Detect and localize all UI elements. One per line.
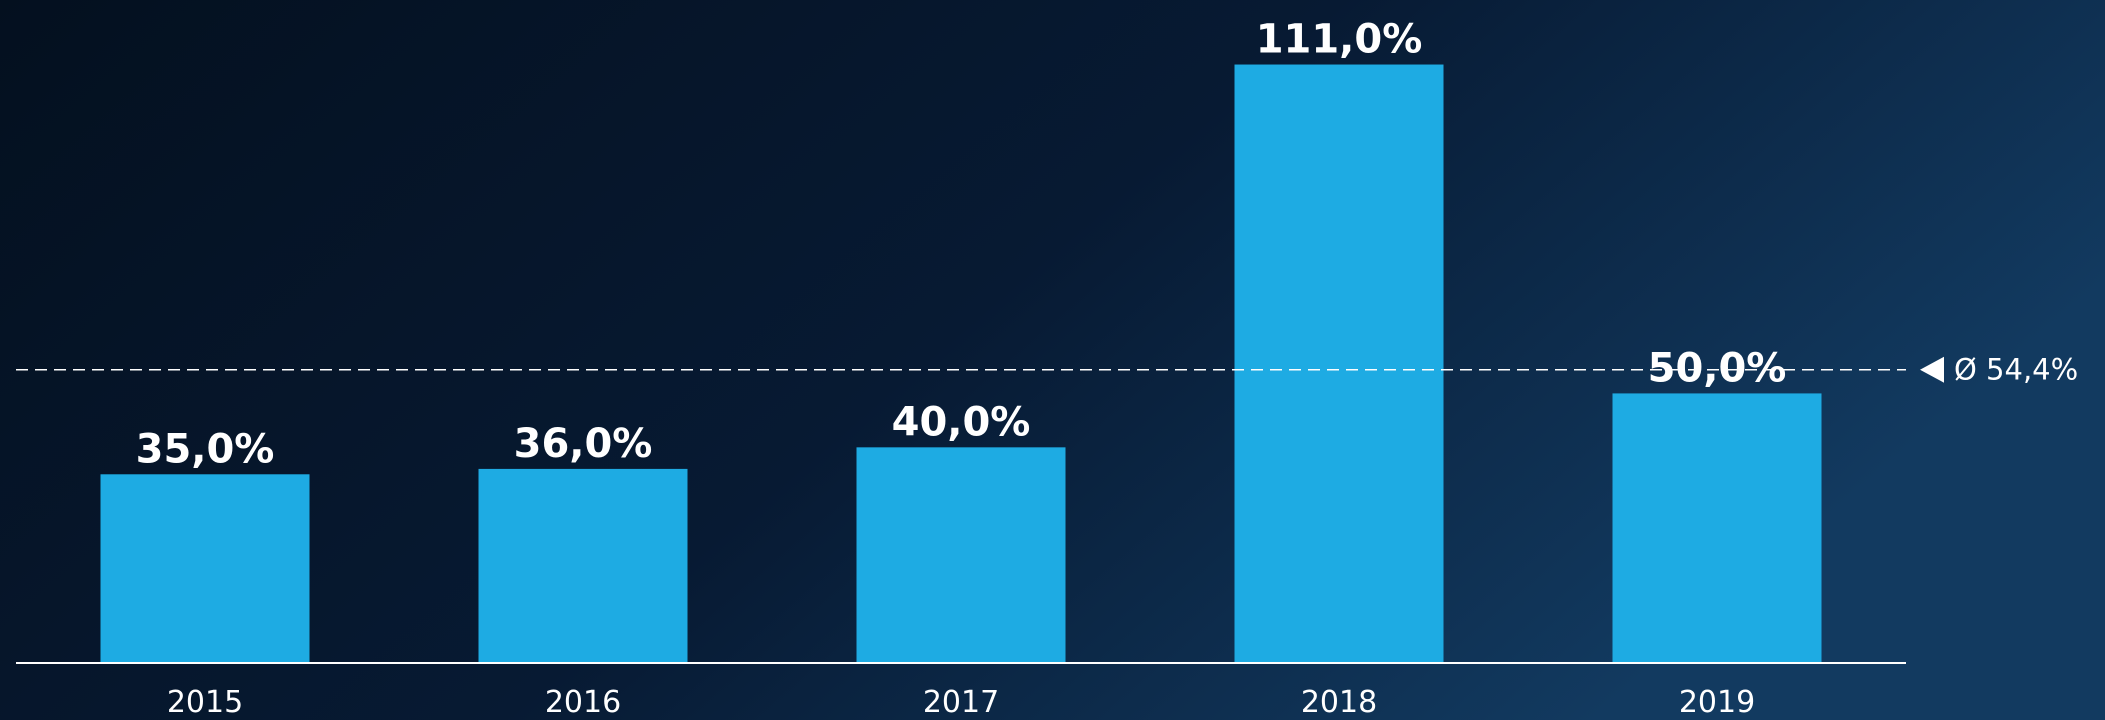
bar: [478, 468, 688, 663]
x-tick-label: 2017: [923, 685, 999, 720]
value-label: 111,0%: [1256, 17, 1423, 63]
x-tick-label: 2018: [1301, 685, 1377, 720]
x-tick-label: 2015: [167, 685, 243, 720]
x-tick-label: 2019: [1679, 685, 1755, 720]
x-tick-label: 2016: [545, 685, 621, 720]
value-label: 35,0%: [136, 426, 275, 472]
bar: [1612, 393, 1822, 663]
average-arrow: [1920, 356, 1944, 383]
average-label: Ø 54,4%: [1954, 353, 2078, 387]
bar: [856, 447, 1066, 663]
bar: [100, 474, 310, 663]
bar: [1234, 64, 1444, 663]
value-label: 40,0%: [892, 399, 1031, 445]
value-label: 36,0%: [514, 421, 653, 467]
value-label: 50,0%: [1648, 345, 1787, 391]
